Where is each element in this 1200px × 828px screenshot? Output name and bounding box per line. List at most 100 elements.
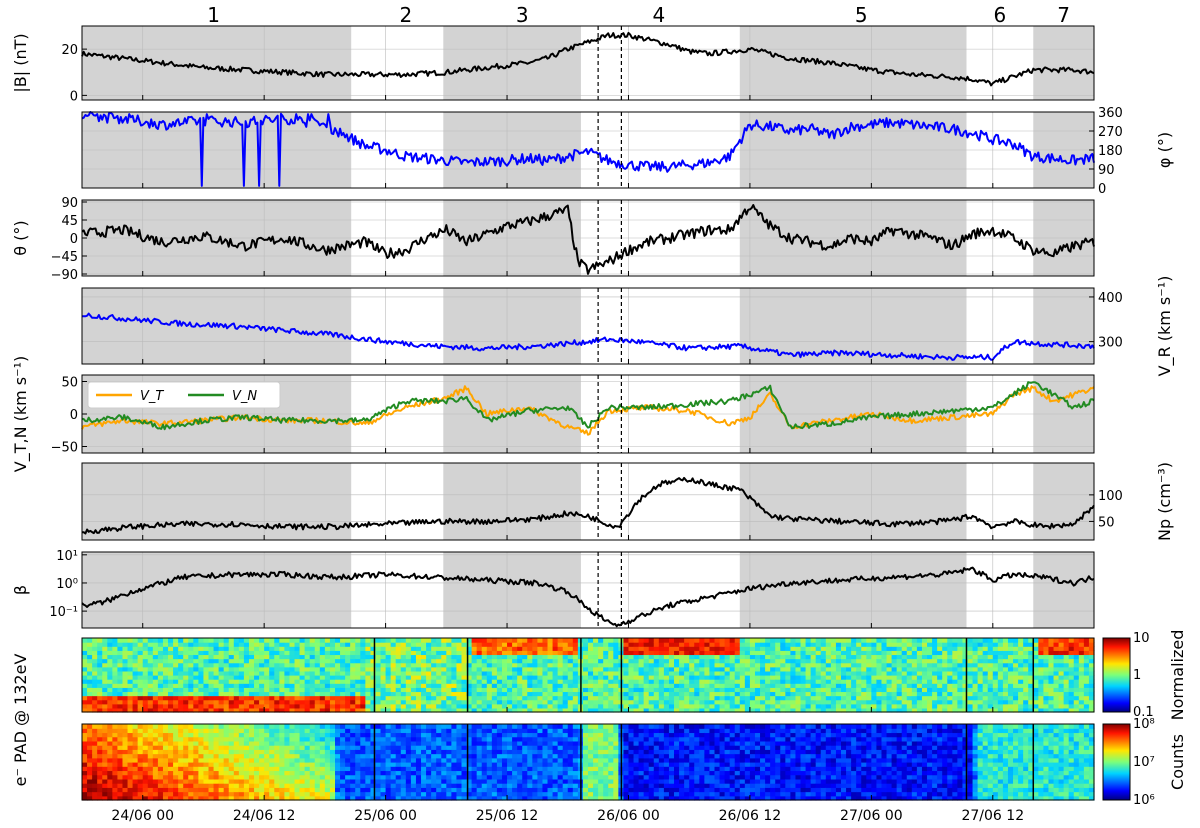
heatmap-cell	[238, 766, 245, 772]
heatmap-cell	[663, 642, 670, 647]
heatmap-cell	[132, 654, 139, 660]
heatmap-cell	[1078, 662, 1085, 668]
heatmap-cell	[1053, 687, 1060, 693]
heatmap-cell	[410, 675, 417, 680]
heatmap-cell	[294, 770, 301, 776]
heatmap-cell	[233, 687, 240, 693]
heatmap-cell	[162, 762, 169, 767]
heatmap-cell	[274, 753, 280, 759]
heatmap-cell	[927, 658, 933, 664]
heatmap-cell	[633, 683, 640, 688]
heatmap-cell	[694, 687, 700, 693]
heatmap-cell	[446, 670, 452, 676]
heatmap-cell	[360, 783, 366, 788]
heatmap-cell	[613, 658, 619, 664]
heatmap-cell	[1038, 662, 1044, 668]
heatmap-cell	[269, 707, 275, 713]
heatmap-cell	[997, 675, 1004, 680]
heatmap-cell	[638, 646, 645, 651]
heatmap-cell	[137, 791, 144, 797]
heatmap-cell	[496, 638, 503, 643]
heatmap-cell	[825, 703, 832, 709]
heatmap-cell	[653, 650, 660, 656]
heatmap-cell	[223, 650, 230, 656]
heatmap-cell	[365, 787, 372, 793]
heatmap-cell	[238, 703, 245, 709]
heatmap-cell	[603, 703, 609, 709]
heatmap-cell	[360, 736, 366, 742]
heatmap-cell	[157, 787, 164, 793]
heatmap-cell	[329, 774, 336, 780]
heatmap-cell	[932, 646, 938, 651]
heatmap-cell	[82, 770, 88, 776]
heatmap-cell	[830, 638, 837, 643]
heatmap-cell	[952, 666, 958, 672]
heatmap-cell	[653, 691, 660, 697]
heatmap-cell	[906, 666, 913, 672]
heatmap-cell	[623, 679, 630, 684]
series-line-Np	[81, 476, 1095, 535]
heatmap-cell	[335, 658, 341, 664]
heatmap-cell	[927, 679, 933, 684]
heatmap-cell	[658, 642, 665, 647]
heatmap-cell	[825, 707, 832, 713]
heatmap-cell	[775, 687, 781, 693]
heatmap-cell	[213, 728, 220, 734]
heatmap-cell	[329, 654, 336, 660]
heatmap-cell	[613, 695, 619, 701]
heatmap-cell	[461, 638, 468, 643]
heatmap-cell	[557, 679, 564, 684]
heatmap-cell	[674, 642, 680, 647]
y-tick-label: 10¹	[56, 549, 78, 564]
heatmap-cell	[223, 732, 230, 738]
heatmap-cell	[289, 740, 296, 746]
heatmap-cell	[112, 679, 119, 684]
heatmap-cell	[228, 675, 235, 680]
heatmap-cell	[405, 707, 412, 713]
heatmap-cell	[183, 795, 189, 801]
heatmap-cell	[992, 695, 999, 701]
heatmap-cell	[835, 707, 842, 713]
heatmap-cell	[704, 675, 711, 680]
heatmap-cell	[365, 699, 372, 705]
heatmap-cell	[805, 662, 812, 668]
heatmap-cell	[441, 699, 447, 705]
heatmap-cell	[967, 703, 974, 709]
heatmap-cell	[921, 638, 928, 643]
heatmap-cell	[375, 774, 382, 780]
heatmap-cell	[183, 703, 189, 709]
heatmap-cell	[309, 699, 316, 705]
heatmap-cell	[203, 787, 210, 793]
heatmap-cell	[977, 650, 984, 656]
heatmap-cell	[729, 670, 736, 676]
heatmap-cell	[972, 699, 979, 705]
heatmap-cell	[471, 670, 478, 676]
heatmap-cell	[178, 753, 184, 759]
heatmap-cell	[370, 683, 377, 688]
heatmap-cell	[188, 654, 194, 660]
heatmap-cell	[1063, 679, 1070, 684]
heatmap-cell	[820, 691, 827, 697]
heatmap-cell	[608, 699, 614, 705]
heatmap-cell	[795, 675, 802, 680]
heatmap-cell	[562, 646, 569, 651]
heatmap-cell	[218, 638, 225, 643]
heatmap-cell	[390, 762, 397, 767]
heatmap-cell	[456, 683, 463, 688]
heatmap-cell	[340, 740, 346, 746]
heatmap-cell	[122, 658, 129, 664]
heatmap-cell	[228, 732, 235, 738]
heatmap-cell	[117, 770, 124, 776]
heatmap-cell	[350, 766, 356, 772]
heatmap-cell	[719, 642, 726, 647]
heatmap-cell	[942, 662, 948, 668]
heatmap-cell	[213, 650, 220, 656]
y-tick-label: 90	[1098, 163, 1115, 178]
heatmap-cell	[294, 757, 301, 763]
heatmap-cell	[426, 666, 432, 672]
heatmap-cell	[476, 695, 483, 701]
y-tick-label: 400	[1098, 291, 1123, 306]
heatmap-cell	[927, 691, 933, 697]
heatmap-cell	[704, 679, 711, 684]
heatmap-cell	[198, 791, 205, 797]
